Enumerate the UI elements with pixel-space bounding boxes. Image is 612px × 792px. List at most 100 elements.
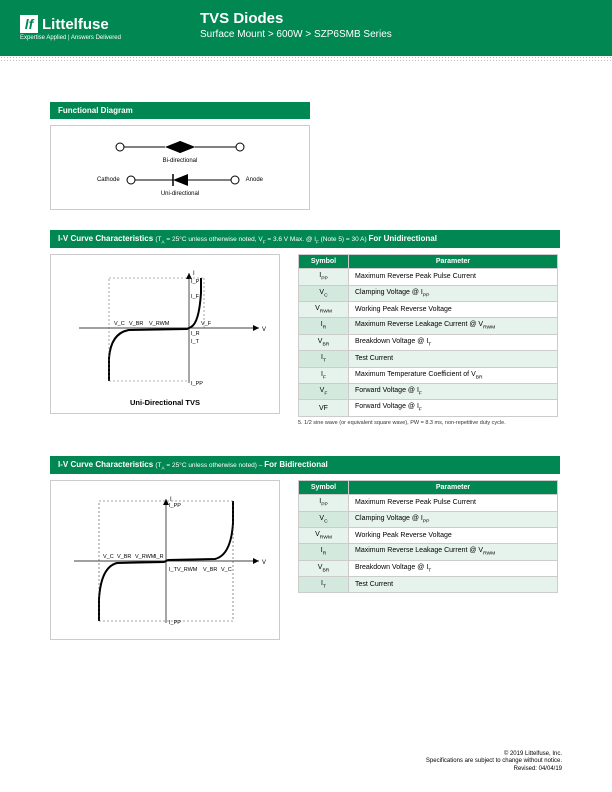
symbol-cell: VRWM [299,302,349,318]
uni-table-wrap: Symbol Parameter IPPMaximum Reverse Peak… [298,254,558,426]
symbol-cell: IT [299,351,349,367]
table-row: VCClamping Voltage @ IPP [299,285,558,301]
table-row: ITTest Current [299,351,558,367]
uni-iv-curve-icon: V I I_P V_C V_BR V_RWM V_F I_R I_T I_PP … [59,263,273,393]
iv-uni-conditions: (TA = 25°C unless otherwise noted, VF = … [155,236,368,243]
uni-curve-box: V I I_P V_C V_BR V_RWM V_F I_R I_T I_PP … [50,254,280,414]
bi-th-symbol: Symbol [299,481,349,495]
bi-directional-label: Bi-directional [110,158,250,164]
uni-param-table: Symbol Parameter IPPMaximum Reverse Peak… [298,254,558,417]
symbol-cell: IR [299,318,349,334]
svg-text:I_P: I_P [191,279,200,285]
param-cell: Working Peak Reverse Voltage [349,302,558,318]
cathode-label: Cathode [97,177,120,183]
symbol-cell: VBR [299,560,349,576]
table-row: VCClamping Voltage @ IPP [299,511,558,527]
uni-directional-row: Cathode Anode [97,171,263,189]
uni-th-param: Parameter [349,255,558,269]
svg-text:V_BR: V_BR [117,554,131,560]
iv-bi-title-text: I-V Curve Characteristics [58,460,153,469]
uni-th-symbol: Symbol [299,255,349,269]
table-row: VBRBreakdown Voltage @ IT [299,560,558,576]
logo-text: Littelfuse [42,16,109,33]
table-row: IPPMaximum Reverse Peak Pulse Current [299,269,558,285]
svg-text:V: V [262,327,266,333]
content-area: Functional Diagram Bi-directional [0,62,612,640]
bi-table-wrap: Symbol Parameter IPPMaximum Reverse Peak… [298,480,558,640]
table-row: VRWMWorking Peak Reverse Voltage [299,527,558,543]
table-row: VFForward Voltage @ IF [299,384,558,400]
section-iv-bi-title: I-V Curve Characteristics (TA = 25°C unl… [50,456,560,474]
section-functional-title: Functional Diagram [50,102,310,119]
param-cell: Working Peak Reverse Voltage [349,527,558,543]
param-cell: Forward Voltage @ IF [349,384,558,400]
svg-text:I_R: I_R [191,331,200,337]
symbol-cell: IPP [299,495,349,511]
svg-text:I_F: I_F [191,294,200,300]
svg-text:V_RWM: V_RWM [177,567,198,573]
table-row: IRMaximum Reverse Leakage Current @ VRWM [299,318,558,334]
svg-text:V_F: V_F [201,321,212,327]
bi-directional-row [110,138,250,156]
symbol-cell: IT [299,577,349,593]
symbol-cell: IF [299,367,349,383]
param-cell: Maximum Reverse Leakage Current @ VRWM [349,544,558,560]
svg-text:V_C: V_C [114,321,125,327]
anode-label: Anode [246,177,263,183]
table-row: VFForward Voltage @ IF [299,400,558,416]
param-cell: Forward Voltage @ IF [349,400,558,416]
svg-text:I_R: I_R [155,554,164,560]
functional-diagram-box: Bi-directional Cathode Anode Uni-directi… [50,125,310,210]
svg-text:V: V [262,560,266,566]
svg-text:I: I [193,271,195,277]
table-row: VRWMWorking Peak Reverse Voltage [299,302,558,318]
svg-text:V_RWM: V_RWM [149,321,170,327]
param-cell: Test Current [349,351,558,367]
svg-text:V_BR: V_BR [129,321,143,327]
footer-revised: Revised: 04/04/19 [426,766,562,774]
symbol-cell: VC [299,285,349,301]
param-cell: Test Current [349,577,558,593]
footer-notice: Specifications are subject to change wit… [426,758,562,766]
symbol-cell: VRWM [299,527,349,543]
param-cell: Clamping Voltage @ IPP [349,285,558,301]
param-cell: Maximum Reverse Peak Pulse Current [349,269,558,285]
table-row: IRMaximum Reverse Leakage Current @ VRWM [299,544,558,560]
table-row: VBRBreakdown Voltage @ IT [299,334,558,350]
bi-th-param: Parameter [349,481,558,495]
bi-curve-box: V I I_PP V_C V_BR V_RWM I_R I_T V_RWM V_… [50,480,280,640]
symbol-cell: VF [299,384,349,400]
bi-iv-curve-icon: V I I_PP V_C V_BR V_RWM I_R I_T V_RWM V_… [59,489,273,633]
svg-text:I_T: I_T [191,339,200,345]
header-title-block: TVS Diodes Surface Mount > 600W > SZP6SM… [200,10,392,40]
symbol-cell: VC [299,511,349,527]
page-footer: © 2019 Littelfuse, Inc. Specifications a… [426,751,562,774]
table-row: ITTest Current [299,577,558,593]
param-cell: Clamping Voltage @ IPP [349,511,558,527]
logo-tagline: Expertise Applied | Answers Delivered [20,35,121,41]
param-cell: Maximum Temperature Coefficient of VBR [349,367,558,383]
uni-footnote: 5. 1/2 sine wave (or equivalent square w… [298,420,558,426]
param-cell: Breakdown Voltage @ IT [349,334,558,350]
section-iv-uni-title: I-V Curve Characteristics (TA = 25°C unl… [50,230,560,248]
iv-uni-suffix: For Unidirectional [369,234,437,243]
iv-bi-suffix: For Bidirectional [264,460,328,469]
svg-text:I_PP: I_PP [169,503,181,509]
param-cell: Maximum Reverse Leakage Current @ VRWM [349,318,558,334]
iv-uni-title-text: I-V Curve Characteristics [58,234,153,243]
page-header: lf Littelfuse Expertise Applied | Answer… [0,0,612,56]
svg-text:V_RWM: V_RWM [135,554,156,560]
logo-mark-icon: lf [20,15,38,33]
svg-text:V_BR: V_BR [203,567,217,573]
table-row: IFMaximum Temperature Coefficient of VBR [299,367,558,383]
iv-bi-conditions: (TA = 25°C unless otherwise noted) – [155,462,264,469]
bi-param-table: Symbol Parameter IPPMaximum Reverse Peak… [298,480,558,593]
logo-block: lf Littelfuse Expertise Applied | Answer… [20,15,121,41]
bi-directional-symbol-icon [110,138,250,156]
svg-text:V_C: V_C [221,567,232,573]
svg-text:V_C: V_C [103,554,114,560]
symbol-cell: VBR [299,334,349,350]
param-cell: Maximum Reverse Peak Pulse Current [349,495,558,511]
svg-text:I_PP: I_PP [191,381,203,387]
breadcrumb: Surface Mount > 600W > SZP6SMB Series [200,29,392,40]
